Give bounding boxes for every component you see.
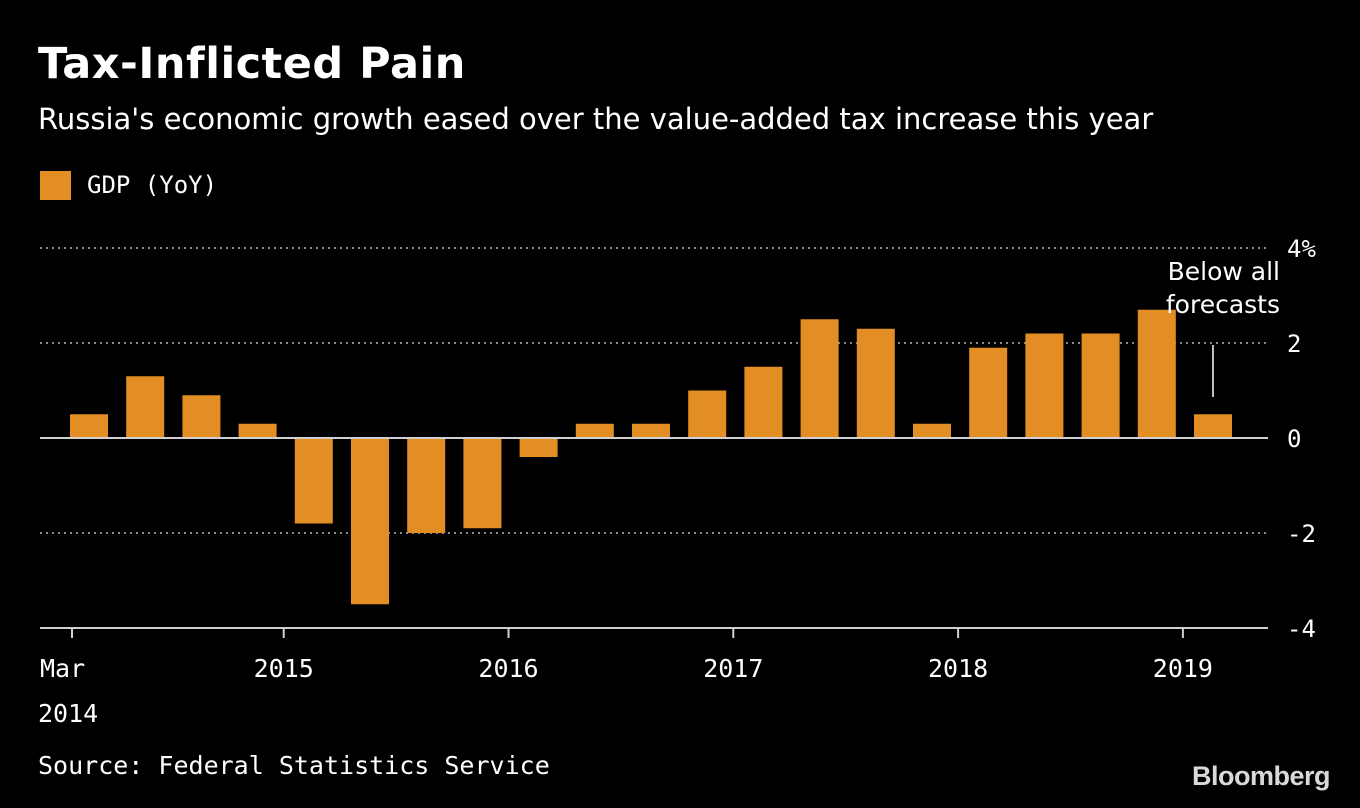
x-tick-label: 2018 <box>928 654 988 683</box>
annotation: Below all forecasts <box>1166 257 1280 397</box>
bar-q3-2016 <box>632 423 670 438</box>
bar-q3-2018 <box>1081 333 1120 438</box>
bar-q3-2017 <box>856 328 895 438</box>
legend: GDP (YoY) <box>40 168 217 202</box>
y-tick-label: -4 <box>1287 615 1316 643</box>
bars <box>70 309 1232 605</box>
bar-q1-2018 <box>969 347 1008 438</box>
source-note: Source: Federal Statistics Service <box>38 751 550 780</box>
bar-q1-2015 <box>294 438 333 524</box>
bar-q1-2017 <box>744 366 783 438</box>
y-tick-label: 4% <box>1287 235 1316 263</box>
bar-q4-2015 <box>463 438 502 529</box>
bar-q2-2015 <box>351 438 389 605</box>
x-tick-label: 2017 <box>703 654 763 683</box>
y-tick-label: 0 <box>1287 425 1301 453</box>
x-tick-label: 2016 <box>478 654 538 683</box>
x-tick-label-year: 2014 <box>38 699 98 728</box>
chart-title: Tax-Inflicted Pain <box>38 39 466 89</box>
legend-swatch <box>40 170 71 200</box>
x-tick-label: 2015 <box>254 654 314 683</box>
annotation-text-line1: Below all <box>1168 257 1280 286</box>
bar-q4-2018 <box>1137 309 1176 438</box>
axes <box>40 437 1268 638</box>
bar-q1-2019 <box>1194 414 1232 438</box>
bar-q2-2014 <box>126 376 165 438</box>
x-tick-label: 2019 <box>1153 654 1213 683</box>
bar-q4-2014 <box>238 423 277 438</box>
bar-q2-2018 <box>1025 333 1064 438</box>
x-tick-label: Mar <box>40 654 85 683</box>
bar-q3-2015 <box>407 438 446 533</box>
gridlines <box>40 247 1268 534</box>
annotation-text-line2: forecasts <box>1166 290 1280 319</box>
bar-q1-2014 <box>70 414 108 438</box>
bloomberg-logo: Bloomberg <box>1191 761 1331 791</box>
chart-subtitle: Russia's economic growth eased over the … <box>38 102 1154 136</box>
bar-q4-2016 <box>688 390 727 438</box>
legend-label: GDP (YoY) <box>87 171 218 199</box>
bar-q2-2017 <box>800 319 839 438</box>
bar-q2-2016 <box>575 423 614 438</box>
bar-q3-2014 <box>182 395 221 438</box>
y-tick-label: 2 <box>1287 330 1301 358</box>
bar-q1-2016 <box>519 438 558 457</box>
y-tick-label: -2 <box>1287 520 1316 548</box>
axis-labels: 4% 2 0 -2 -4 Mar 2014 2015 2016 2017 2018 2019 <box>38 235 1316 728</box>
bar-q4-2017 <box>913 423 951 438</box>
